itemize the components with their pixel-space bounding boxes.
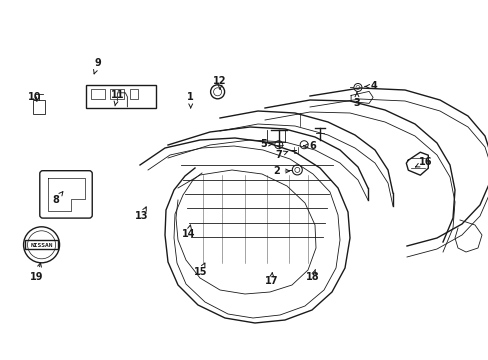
Text: 2: 2 [272,166,289,176]
Text: 9: 9 [93,58,101,74]
Bar [109,89,123,99]
Text: 7: 7 [275,150,287,160]
Text: NISSAN: NISSAN [30,243,53,248]
Text: 8: 8 [53,192,63,205]
Text: 16: 16 [415,157,431,167]
Text: 17: 17 [264,273,278,286]
Bar [129,89,137,99]
Text: 6: 6 [303,141,316,151]
Text: 15: 15 [193,263,207,277]
Text: 18: 18 [305,269,319,282]
Text: 14: 14 [181,225,195,239]
Text: 12: 12 [213,76,226,89]
Text: 10: 10 [27,92,41,102]
Text: 11: 11 [110,90,124,106]
Text: 19: 19 [30,263,43,282]
Text: 1: 1 [187,92,194,108]
Bar [85,85,156,108]
Text: 4: 4 [365,81,377,91]
Text: 13: 13 [135,207,148,221]
Bar [90,89,104,99]
Bar [33,100,45,114]
Text: 5: 5 [260,139,272,149]
Text: 3: 3 [353,92,360,108]
